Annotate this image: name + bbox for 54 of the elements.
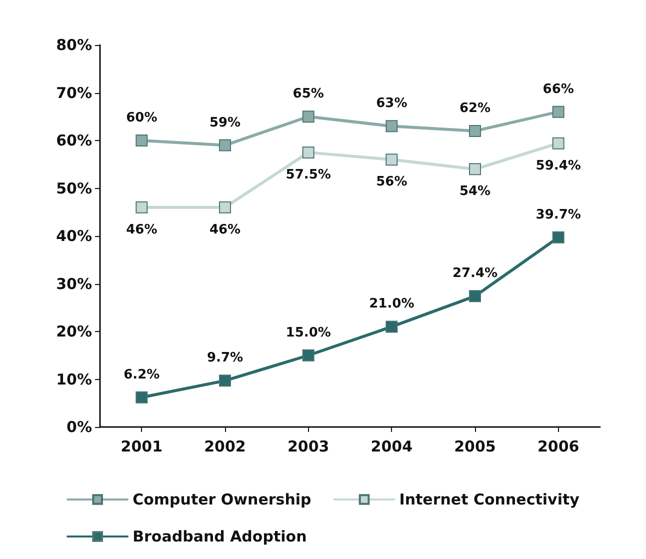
data-label: 21.0% (369, 296, 414, 312)
legend-label: Computer Ownership (132, 490, 312, 508)
y-tick-label: 40% (56, 227, 92, 245)
point (302, 146, 314, 158)
point (136, 391, 148, 404)
point (302, 110, 314, 123)
data-label: 56% (376, 174, 408, 190)
x-tick-label: 2005 (454, 438, 496, 456)
y-tick-label: 10% (56, 370, 92, 388)
y-tick-label: 60% (56, 132, 92, 150)
x-tick-label: 2001 (120, 438, 163, 456)
data-label: 57.5% (286, 167, 331, 182)
data-label: 39.7% (536, 207, 581, 222)
point (469, 290, 481, 302)
y-tick-label: 80% (56, 36, 92, 54)
point (386, 154, 398, 166)
point (219, 139, 231, 152)
data-label: 27.4% (452, 266, 498, 282)
x-tick-label: 2006 (537, 438, 580, 456)
y-tick-label: 20% (56, 322, 92, 340)
legend-label: Broadband Adoption (132, 528, 307, 546)
point (302, 349, 314, 362)
x-tick-label: 2004 (370, 438, 413, 456)
data-label: 54% (459, 184, 491, 200)
data-label: 60% (126, 110, 158, 126)
point (386, 320, 398, 333)
data-label: 46% (209, 222, 241, 238)
point (136, 201, 148, 214)
data-label: 15.0% (286, 325, 331, 340)
point (219, 374, 231, 387)
y-tick-label: 30% (56, 274, 92, 293)
data-label: 6.2% (124, 367, 160, 382)
x-tick-label: 2003 (287, 438, 330, 456)
y-tick-label: 0% (66, 418, 92, 436)
point (552, 137, 564, 150)
point (469, 163, 481, 176)
point (136, 134, 148, 146)
point (219, 201, 231, 214)
y-tick-label: 50% (56, 179, 92, 198)
data-label: 65% (292, 86, 324, 102)
data-label: 46% (126, 222, 158, 238)
data-label: 62% (459, 100, 491, 116)
data-label: 66% (542, 82, 574, 97)
point (469, 124, 481, 137)
data-label: 59% (209, 115, 241, 130)
x-tick-label: 2002 (204, 438, 246, 456)
data-label: 59.4% (536, 158, 581, 174)
legend-label: Internet Connectivity (399, 490, 580, 508)
point (386, 120, 398, 132)
point (552, 106, 564, 118)
data-label: 9.7% (206, 350, 244, 366)
y-tick-label: 70% (56, 84, 92, 102)
data-label: 63% (376, 96, 408, 112)
point (552, 231, 564, 244)
